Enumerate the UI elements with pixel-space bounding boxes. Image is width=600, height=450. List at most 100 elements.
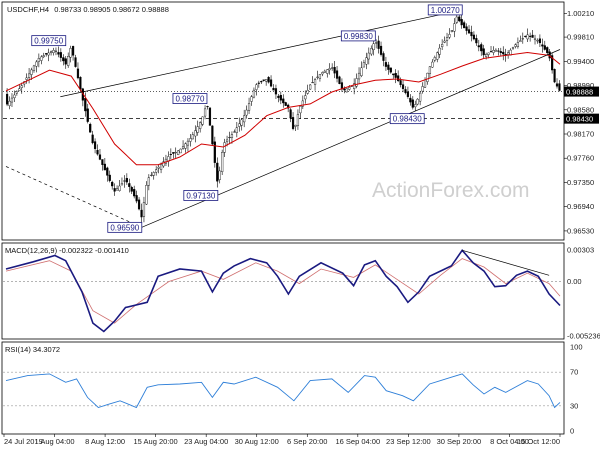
candle <box>494 48 498 52</box>
candle <box>299 105 302 119</box>
candle <box>96 144 99 156</box>
candle <box>365 52 368 70</box>
candle <box>211 125 214 146</box>
candle-body <box>460 19 463 26</box>
candle <box>345 88 348 93</box>
candle <box>89 122 92 133</box>
candle-body <box>492 50 495 53</box>
price-tick-label: 0.98170 <box>567 130 594 139</box>
candle-body <box>145 185 148 205</box>
candle <box>27 67 31 84</box>
candle-body <box>64 58 67 65</box>
candle <box>40 55 43 65</box>
candle <box>294 124 297 132</box>
candle <box>262 79 265 82</box>
candle-body <box>118 185 121 191</box>
candle <box>406 86 410 99</box>
candle <box>67 52 70 68</box>
candle <box>113 183 116 196</box>
candle <box>357 67 361 85</box>
candle <box>541 38 544 53</box>
candle-body <box>536 39 539 42</box>
candle-body <box>465 26 468 31</box>
level-label: 0.99830 <box>340 30 376 42</box>
level-label-box <box>172 93 208 104</box>
candle-body <box>387 64 390 70</box>
candle-body <box>279 95 282 101</box>
candle <box>467 25 471 34</box>
candle <box>191 131 194 140</box>
candle <box>477 39 480 52</box>
candle-body <box>225 139 229 142</box>
level-label: 0.99750 <box>31 35 67 47</box>
candle-body <box>499 51 502 53</box>
candle <box>304 90 307 104</box>
candle-body <box>84 98 87 112</box>
candle-body <box>475 38 478 44</box>
candle-body <box>57 52 60 55</box>
macd-trendline <box>462 249 550 276</box>
price-layer: 0.99750 0.96590 0.98770 0.97130 0.98430 0.998… <box>3 4 563 233</box>
candle <box>499 47 502 56</box>
candle <box>416 98 419 106</box>
candle <box>482 44 485 60</box>
candle <box>159 162 163 174</box>
candle <box>370 45 373 56</box>
candle <box>323 69 326 73</box>
candle-body <box>133 189 136 197</box>
candle <box>123 175 126 188</box>
candle <box>181 140 185 150</box>
candle <box>91 130 94 145</box>
candle <box>47 48 50 62</box>
candle-body <box>32 65 36 71</box>
macd-tick-label: 0.00 <box>567 277 582 286</box>
candle <box>384 56 388 71</box>
candle <box>167 151 170 167</box>
candle <box>147 174 150 191</box>
candle <box>419 90 422 106</box>
candle <box>196 120 199 136</box>
level-label-box <box>340 30 376 42</box>
candle <box>492 46 495 56</box>
candle <box>379 41 383 57</box>
rsi-line <box>5 373 561 409</box>
candle-body <box>382 53 385 61</box>
candle-body <box>304 95 307 100</box>
x-tick-label: 8 Aug 12:00 <box>85 437 125 446</box>
candle <box>465 23 468 35</box>
rsi-header: RSI(14) 34.3072 <box>5 345 60 354</box>
candle <box>172 152 175 159</box>
candle <box>279 91 282 105</box>
candle-body <box>328 68 331 71</box>
x-tick-label: 15 Oct 12:00 <box>517 437 560 446</box>
candle-body <box>494 49 498 52</box>
candle-body <box>142 202 146 217</box>
candle <box>118 180 121 192</box>
candle <box>543 40 546 51</box>
candle <box>208 107 212 126</box>
candle-body <box>10 97 14 103</box>
candle-body <box>541 44 544 47</box>
candle-body <box>384 62 388 67</box>
candle-body <box>306 90 309 94</box>
candle <box>529 32 532 42</box>
candle <box>76 62 80 80</box>
rsi-tick-label: 0 <box>570 427 574 436</box>
candle <box>306 84 309 95</box>
current-price-flag-text: 0.98888 <box>566 88 593 97</box>
rsi-layer <box>3 371 563 409</box>
candle <box>282 94 285 108</box>
candle-body <box>514 44 517 47</box>
candle <box>284 101 287 106</box>
candle-body <box>186 140 190 146</box>
candle-body <box>203 108 207 117</box>
candle-body <box>343 88 346 91</box>
candle-body <box>103 163 106 171</box>
candle <box>64 56 67 69</box>
x-tick-label: 15 Aug 20:00 <box>134 437 178 446</box>
candle-body <box>409 97 412 103</box>
candle <box>367 47 370 65</box>
candle-body <box>250 96 253 102</box>
moving-average-line <box>5 51 561 166</box>
candle-body <box>45 53 48 55</box>
